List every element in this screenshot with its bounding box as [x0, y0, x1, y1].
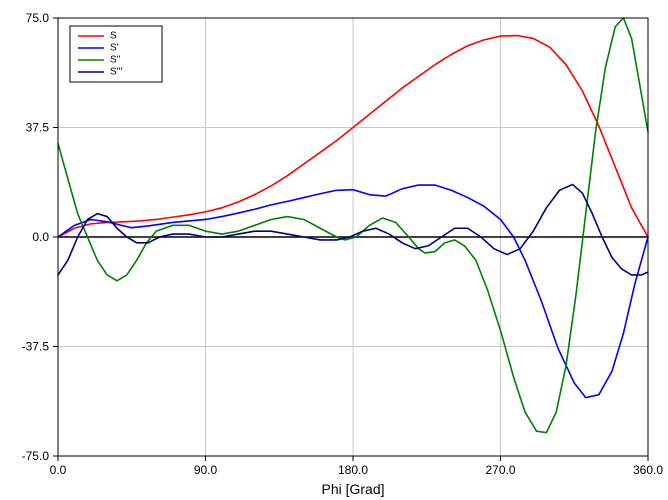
- chart-svg: 0.0 90.0 180.0 270.0 360.0 -75.0 -37.5 0.0 37.5 7…: [0, 0, 668, 500]
- xtick-label: 180.0: [338, 463, 368, 477]
- xtick-label: 90.0: [194, 463, 218, 477]
- ytick-label: -37.5: [22, 340, 50, 354]
- legend-label: S': [110, 43, 119, 54]
- xlabel: Phi [Grad]: [321, 481, 384, 497]
- xtick-label: 270.0: [485, 463, 515, 477]
- ytick-label: 37.5: [26, 121, 50, 135]
- line-chart: 0.0 90.0 180.0 270.0 360.0 -75.0 -37.5 0.0 37.5 7…: [0, 0, 668, 500]
- ytick-label: 75.0: [26, 11, 50, 25]
- legend-label: S: [110, 31, 117, 42]
- ytick-label: 0.0: [32, 230, 49, 244]
- legend-label: S''': [110, 67, 122, 78]
- xtick-label: 0.0: [50, 463, 67, 477]
- ytick-label: -75.0: [22, 449, 50, 463]
- xtick-label: 360.0: [633, 463, 663, 477]
- legend-label: S'': [110, 55, 121, 66]
